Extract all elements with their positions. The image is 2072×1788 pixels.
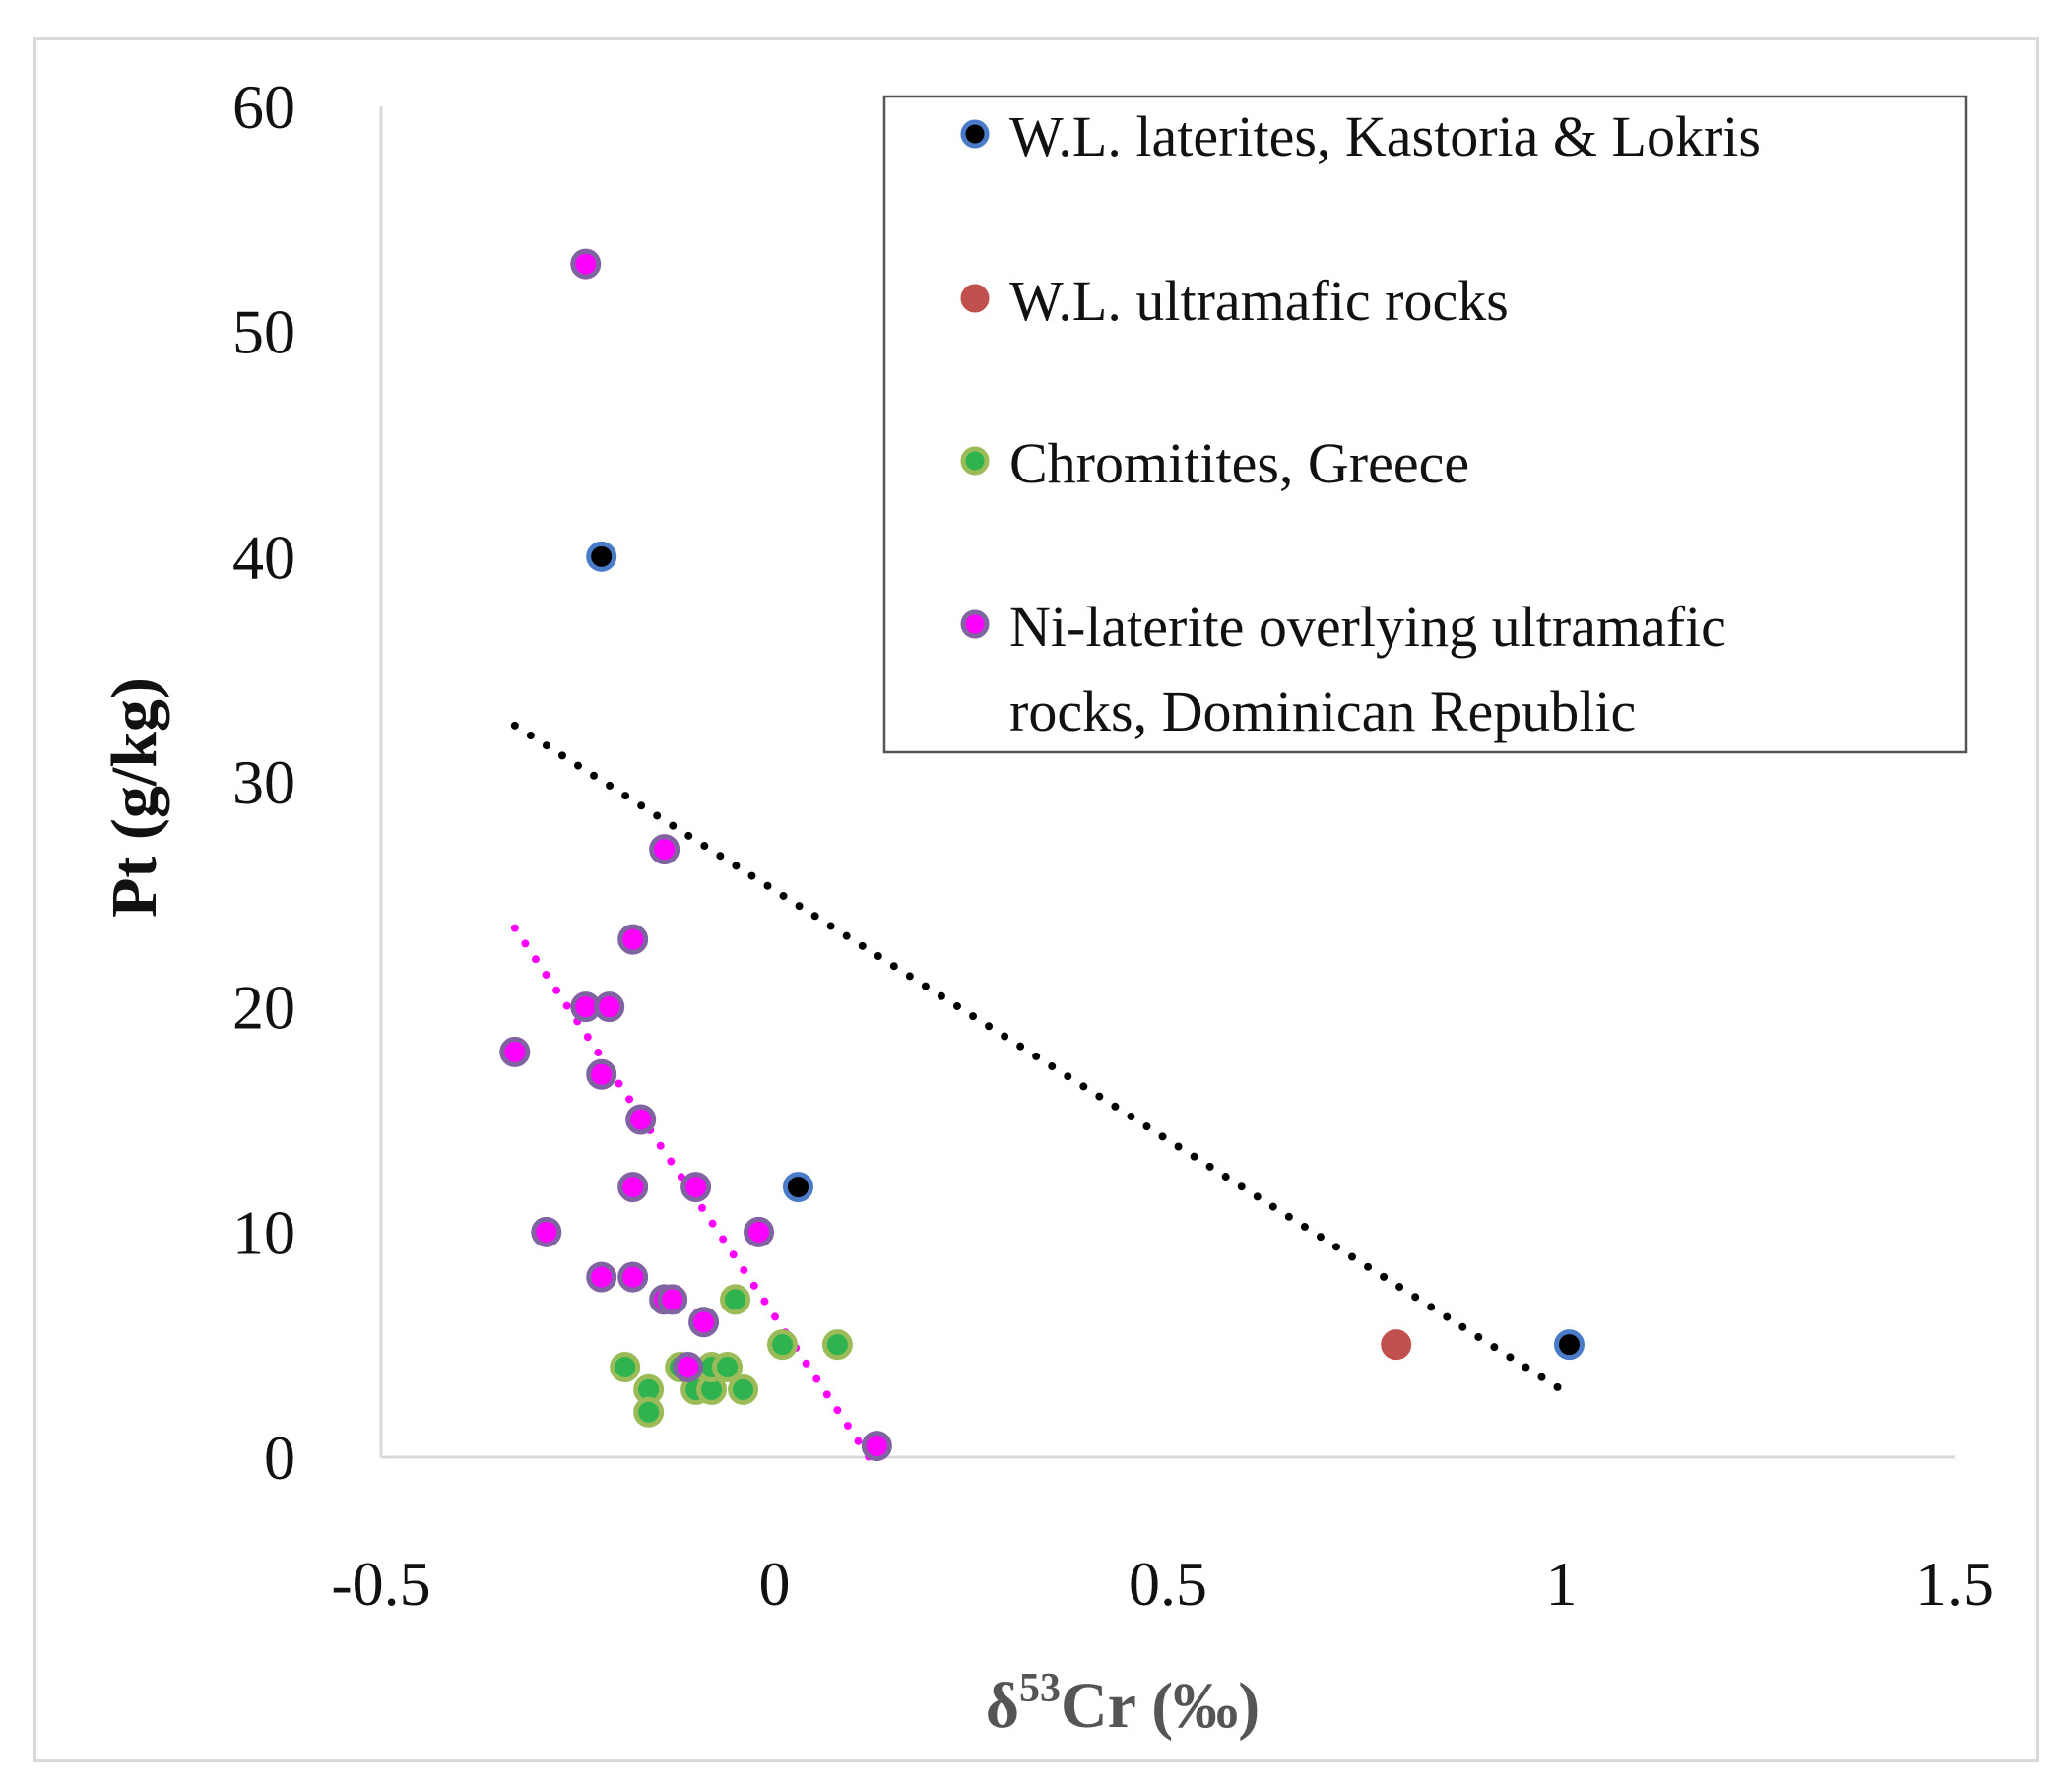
x-tick-label: 1.5 <box>1915 1549 1994 1619</box>
legend-box <box>882 95 1968 754</box>
data-point <box>570 248 602 280</box>
x-axis-label: δ53Cr (‰) <box>986 1666 1261 1742</box>
data-point <box>712 1352 744 1383</box>
data-point <box>766 1329 798 1361</box>
data-point <box>594 991 625 1023</box>
data-point <box>617 1261 649 1293</box>
y-tick-label: 20 <box>232 973 295 1043</box>
legend-label: W.L. laterites, Kastoria & Lokris <box>1009 104 1761 168</box>
y-tick-label: 60 <box>232 72 295 142</box>
axes <box>379 106 1955 1459</box>
trendline <box>510 721 1566 1394</box>
data-point <box>688 1307 720 1338</box>
data-point <box>657 1284 688 1315</box>
data-points <box>499 248 1585 1462</box>
y-axis-label: Pt (g/kg) <box>98 677 170 918</box>
data-point <box>720 1284 751 1315</box>
x-tick-labels: -0.5 0 0.5 1 1.5 <box>331 1549 1994 1619</box>
x-axis-label-suffix: Cr (‰) <box>1061 1670 1260 1742</box>
data-point <box>649 834 680 865</box>
data-point <box>586 541 617 572</box>
x-tick-label: 1 <box>1546 1549 1578 1619</box>
data-point <box>861 1431 892 1462</box>
data-point <box>1553 1329 1585 1361</box>
legend-marker <box>960 119 990 149</box>
legend-label: W.L. ultramafic rocks <box>1009 269 1509 333</box>
data-point <box>728 1373 759 1405</box>
data-point <box>821 1329 853 1361</box>
y-tick-label: 40 <box>232 522 295 592</box>
data-point <box>744 1216 775 1247</box>
x-tick-label: 0 <box>759 1549 791 1619</box>
legend-marker <box>960 609 990 639</box>
legend-label: Chromitites, Greece <box>1009 431 1469 495</box>
legend: W.L. laterites, Kastoria & Lokris W.L. ul… <box>882 95 1968 754</box>
y-tick-label: 10 <box>232 1197 295 1267</box>
y-tick-label: 0 <box>264 1423 295 1493</box>
legend-label: Ni-laterite overlying ultramafic rocks, D… <box>1009 595 1726 743</box>
legend-marker <box>960 446 990 476</box>
data-point <box>617 924 649 955</box>
data-point <box>586 1058 617 1090</box>
data-point <box>499 1036 531 1067</box>
data-point <box>1381 1329 1412 1361</box>
data-point <box>680 1172 712 1203</box>
data-point <box>586 1261 617 1293</box>
data-point <box>617 1172 649 1203</box>
x-tick-label: -0.5 <box>331 1549 430 1619</box>
legend-items: W.L. laterites, Kastoria & Lokris W.L. ul… <box>960 104 1761 743</box>
x-axis-label-prefix: δ <box>986 1670 1019 1742</box>
data-point <box>673 1352 704 1383</box>
x-tick-label: 0.5 <box>1129 1549 1207 1619</box>
y-tick-label: 50 <box>232 297 295 367</box>
data-point <box>610 1352 641 1383</box>
data-point <box>782 1172 813 1203</box>
legend-marker <box>960 284 990 313</box>
y-tick-label: 30 <box>232 747 295 817</box>
data-point <box>531 1216 562 1247</box>
data-point <box>625 1104 657 1135</box>
y-tick-labels: 0 10 20 30 40 50 60 <box>232 72 295 1493</box>
data-point <box>633 1396 665 1428</box>
x-axis-label-superscript: 53 <box>1019 1666 1061 1711</box>
